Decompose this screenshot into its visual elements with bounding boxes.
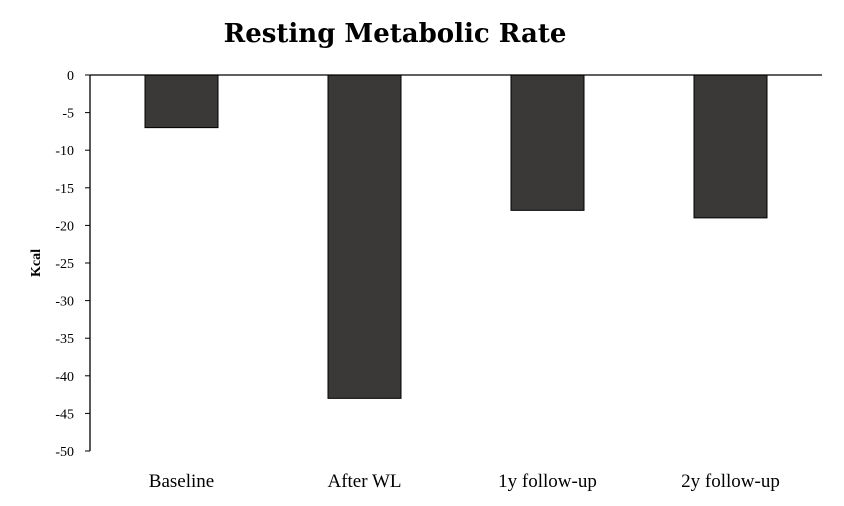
bar-1y-follow-up — [510, 74, 585, 211]
x-tick-label: After WL — [327, 471, 401, 492]
y-tick-label: -5 — [62, 107, 74, 122]
bar-after-wl — [327, 74, 402, 399]
x-tick-label: 1y follow-up — [498, 471, 597, 492]
y-tick-label: -40 — [55, 370, 74, 385]
y-tick-label: 0 — [67, 69, 74, 84]
y-tick-label: -30 — [55, 295, 74, 310]
y-tick-label: -10 — [55, 144, 74, 159]
bar-2y-follow-up — [693, 74, 768, 219]
y-axis-label: Kcal — [29, 249, 44, 277]
y-tick-label: -25 — [55, 257, 74, 272]
y-tick-label: -50 — [55, 445, 74, 460]
y-axis-ticks: 0 -5 -10 -15 -20 -25 -30 -35 -40 -45 -50 — [55, 69, 90, 460]
y-tick-label: -20 — [55, 219, 74, 234]
y-tick-label: -35 — [55, 332, 74, 347]
y-tick-label: -15 — [55, 182, 74, 197]
bars — [144, 74, 768, 399]
bar-baseline — [144, 74, 219, 129]
x-tick-label: 2y follow-up — [681, 471, 780, 492]
x-axis-ticks: Baseline After WL 1y follow-up 2y follow-up — [149, 471, 780, 492]
x-tick-label: Baseline — [149, 471, 214, 492]
y-tick-label: -45 — [55, 407, 74, 422]
chart-title: Resting Metabolic Rate — [224, 19, 567, 49]
